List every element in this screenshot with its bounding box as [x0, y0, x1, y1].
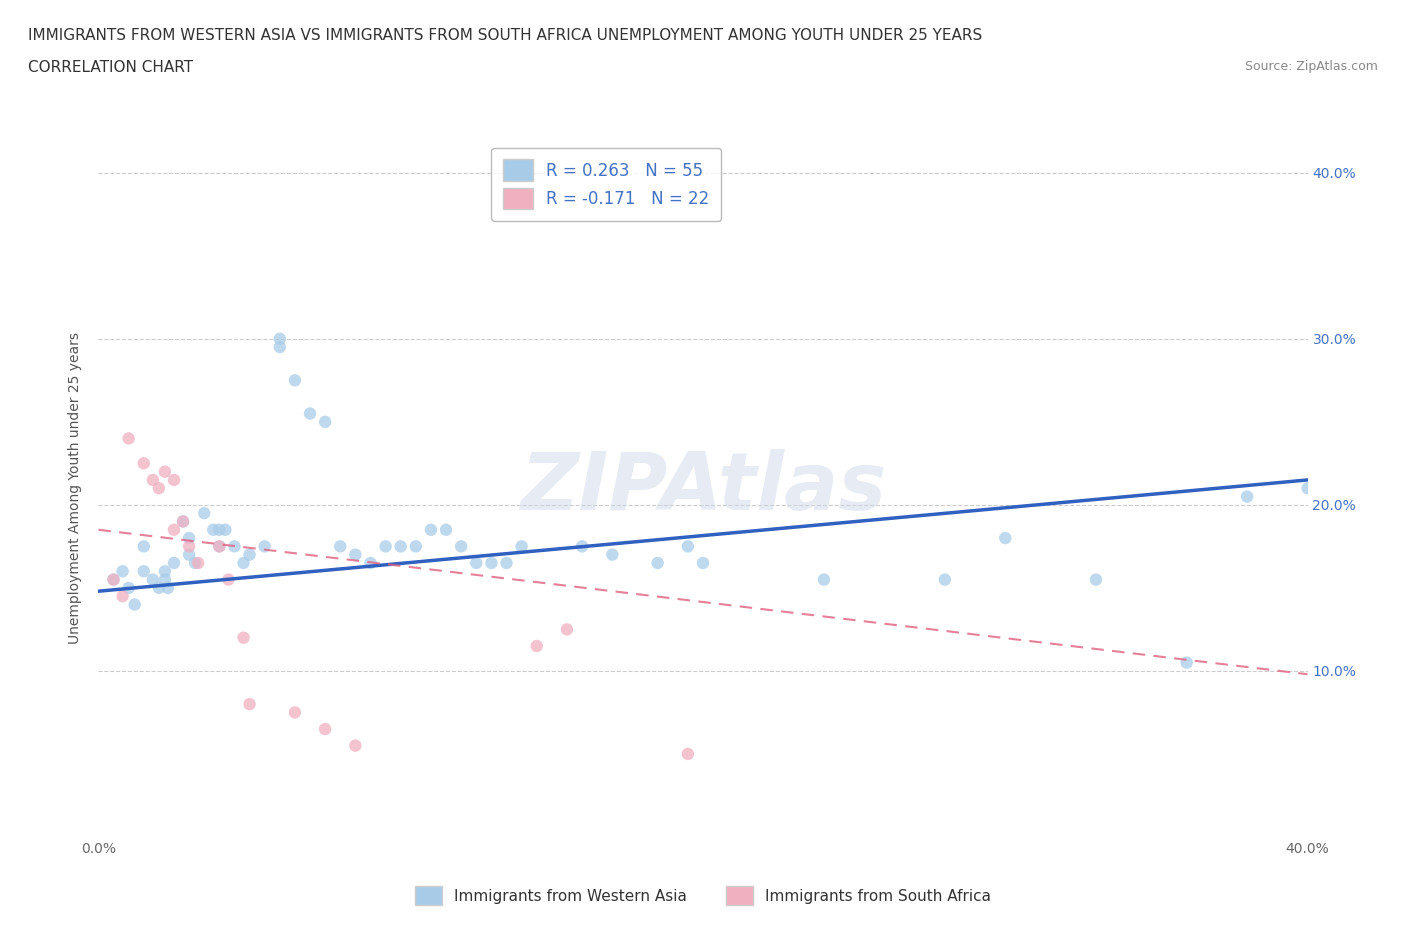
Point: [118, 580, 141, 595]
Point: [118, 431, 141, 445]
Point: [269, 339, 291, 354]
Point: [239, 697, 262, 711]
Point: [163, 472, 186, 487]
Point: [299, 406, 322, 421]
Point: [253, 539, 276, 554]
Point: [153, 572, 176, 587]
Point: [132, 456, 155, 471]
Point: [179, 539, 201, 554]
Text: IMMIGRANTS FROM WESTERN ASIA VS IMMIGRANTS FROM SOUTH AFRICA UNEMPLOYMENT AMONG : IMMIGRANTS FROM WESTERN ASIA VS IMMIGRAN…: [28, 28, 983, 43]
Point: [172, 514, 194, 529]
Point: [344, 547, 367, 562]
Point: [208, 523, 231, 538]
Point: [187, 555, 209, 570]
Point: [934, 572, 956, 587]
Point: [647, 555, 669, 570]
Point: [153, 564, 176, 578]
Point: [232, 631, 254, 645]
Point: [217, 572, 239, 587]
Point: [284, 705, 307, 720]
Point: [676, 539, 699, 554]
Point: [602, 547, 624, 562]
Point: [172, 514, 194, 529]
Point: [214, 523, 236, 538]
Point: [405, 539, 427, 554]
Point: [179, 547, 201, 562]
Point: [153, 464, 176, 479]
Point: [132, 564, 155, 578]
Point: [329, 539, 352, 554]
Point: [571, 539, 593, 554]
Point: [239, 547, 262, 562]
Point: [1085, 572, 1108, 587]
Point: [389, 539, 412, 554]
Point: [360, 555, 382, 570]
Point: [314, 722, 336, 737]
Point: [103, 572, 125, 587]
Point: [179, 531, 201, 546]
Y-axis label: Unemployment Among Youth under 25 years: Unemployment Among Youth under 25 years: [69, 332, 83, 644]
Point: [124, 597, 146, 612]
Point: [450, 539, 472, 554]
Point: [148, 481, 170, 496]
Point: [224, 539, 246, 554]
Point: [208, 539, 231, 554]
Point: [202, 523, 225, 538]
Point: [813, 572, 835, 587]
Point: [1236, 489, 1258, 504]
Point: [481, 555, 503, 570]
Point: [510, 539, 533, 554]
Point: [111, 564, 134, 578]
Point: [284, 373, 307, 388]
Text: Source: ZipAtlas.com: Source: ZipAtlas.com: [1244, 60, 1378, 73]
Point: [314, 415, 336, 430]
Point: [374, 539, 396, 554]
Point: [676, 747, 699, 762]
Point: [420, 523, 443, 538]
Text: CORRELATION CHART: CORRELATION CHART: [28, 60, 193, 75]
Point: [692, 555, 714, 570]
Point: [232, 555, 254, 570]
Point: [208, 539, 231, 554]
Point: [103, 572, 125, 587]
Point: [344, 738, 367, 753]
Point: [994, 531, 1017, 546]
Point: [1296, 481, 1319, 496]
Point: [269, 331, 291, 346]
Point: [163, 523, 186, 538]
Legend: Immigrants from Western Asia, Immigrants from South Africa: Immigrants from Western Asia, Immigrants…: [408, 878, 998, 913]
Point: [142, 572, 165, 587]
Point: [184, 555, 207, 570]
Point: [132, 539, 155, 554]
Point: [163, 555, 186, 570]
Text: ZIPAtlas: ZIPAtlas: [520, 449, 886, 527]
Point: [111, 589, 134, 604]
Point: [142, 472, 165, 487]
Point: [526, 639, 548, 654]
Point: [434, 523, 457, 538]
Point: [555, 622, 578, 637]
Point: [156, 580, 179, 595]
Point: [465, 555, 488, 570]
Point: [148, 580, 170, 595]
Point: [193, 506, 215, 521]
Point: [495, 555, 517, 570]
Point: [1175, 656, 1198, 671]
